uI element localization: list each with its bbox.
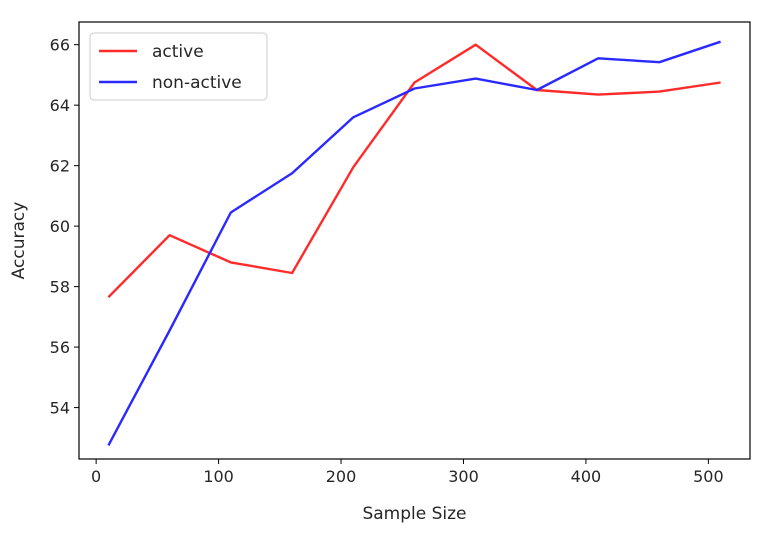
x-tick-label: 0 (91, 467, 101, 486)
y-axis: 54 56 58 60 62 64 66 (50, 36, 79, 418)
y-tick-label: 64 (50, 96, 70, 115)
x-tick-label: 200 (326, 467, 357, 486)
legend-box (89, 32, 268, 101)
legend-label-non-active: non-active (152, 73, 242, 93)
y-tick-label: 60 (50, 217, 70, 236)
y-tick-label: 56 (50, 338, 70, 357)
y-tick-label: 54 (50, 399, 70, 418)
legend: active non-active (89, 32, 268, 101)
y-tick-label: 66 (50, 36, 70, 55)
x-tick-label: 500 (693, 467, 724, 486)
y-tick-label: 58 (50, 278, 70, 297)
legend-label-active: active (152, 42, 204, 62)
y-axis-label: Accuracy (9, 202, 29, 280)
series-line-non-active (107, 40, 721, 446)
x-tick-label: 400 (571, 467, 602, 486)
x-axis: 0 100 200 300 400 500 (91, 459, 724, 486)
x-axis-label: Sample Size (362, 504, 466, 524)
x-tick-label: 300 (448, 467, 479, 486)
x-tick-label: 100 (203, 467, 234, 486)
y-tick-label: 62 (50, 157, 70, 176)
series-lines (107, 40, 721, 446)
